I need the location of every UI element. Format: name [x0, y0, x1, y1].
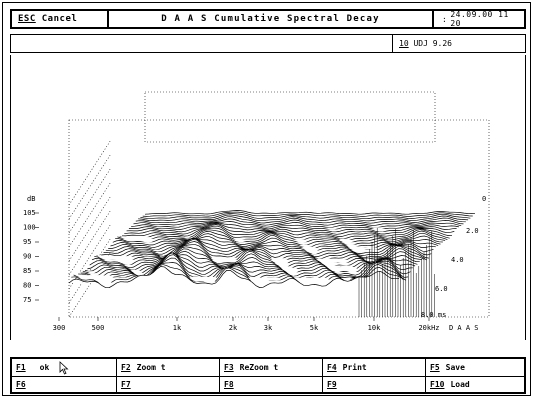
cancel-label: Cancel [41, 14, 78, 24]
y-tick-label: 80 [23, 282, 31, 290]
f4-print-button[interactable]: F4 Print [323, 359, 426, 377]
z-tick-label: 2.0 [466, 227, 479, 235]
depth-gridline [68, 139, 112, 206]
brand-label: D A A S [449, 324, 479, 332]
y-tick-label: 90 [23, 253, 31, 261]
info-bar: 10 UDJ 9.26 [10, 34, 526, 53]
depth-gridline [68, 251, 112, 318]
x-tick-label: 500 [92, 324, 105, 332]
x-tick-label: 2k [229, 324, 238, 332]
z-tick-label: 0 [482, 195, 486, 203]
f7-key: F7 [121, 380, 131, 389]
cancel-button[interactable]: ESC Cancel [12, 11, 109, 27]
y-tick-label: 105 [23, 209, 36, 217]
f2-key: F2 [121, 363, 131, 372]
waterfall-plot: dB 105 100 95 90 85 80 75 300 500 1k 2k 3k 5k 10k 20kHz… [23, 91, 490, 332]
f10-key: F10 [430, 380, 445, 389]
plot-frame [68, 119, 490, 318]
depth-gridline [68, 167, 112, 234]
x-tick-label: 3k [264, 324, 273, 332]
x-tick-label: 20kHz [418, 324, 439, 332]
x-tick-label: 1k [173, 324, 182, 332]
depth-gridline [68, 153, 112, 220]
info-key: 10 [399, 39, 409, 48]
f6-key: F6 [16, 380, 26, 389]
x-tick-label: 300 [53, 324, 66, 332]
z-tick-label: 6.0 [435, 285, 448, 293]
f3-key: F3 [224, 363, 234, 372]
f6-button[interactable]: F6 [12, 377, 117, 392]
info-value: UDJ 9.26 [413, 39, 452, 48]
mouse-pointer-icon [59, 360, 69, 375]
calendar-icon: : [442, 14, 448, 24]
decay-trace [115, 231, 446, 244]
info-value-cell: 10 UDJ 9.26 [392, 35, 522, 52]
y-tick-label: 85 [23, 267, 31, 275]
f10-load-button[interactable]: F10 Load [426, 377, 524, 392]
y-tick-label: 95 [23, 238, 31, 246]
depth-gridline [68, 181, 112, 248]
f5-save-button[interactable]: F5 Save [426, 359, 524, 377]
f3-label: ReZoom t [239, 363, 279, 372]
plot-area: dB 105 100 95 90 85 80 75 300 500 1k 2k 3k 5k 10k 20kHz… [10, 55, 526, 340]
back-frame [144, 91, 436, 143]
x-tick-label: 10k [368, 324, 381, 332]
x-tick-label: 5k [310, 324, 319, 332]
y-tick-label: 75 [23, 296, 31, 304]
depth-gridline [68, 209, 112, 276]
f4-key: F4 [327, 363, 337, 372]
decay-trace [135, 216, 466, 224]
f2-zoom-button[interactable]: F2 Zoom t [117, 359, 220, 377]
decay-trace [144, 210, 476, 215]
esc-key-label: ESC [18, 14, 36, 24]
depth-gridline [68, 237, 112, 304]
f8-button[interactable]: F8 [220, 377, 323, 392]
application-window [2, 2, 531, 396]
f1-key: F1 [16, 363, 26, 372]
f9-button[interactable]: F9 [323, 377, 426, 392]
y-unit-label: dB [27, 195, 35, 203]
function-key-bar: F1 ok F2 Zoom t F3 ReZoom t F4 Print F5 … [10, 357, 526, 394]
title-bar: ESC Cancel D A A S Cumulative Spectral D… [10, 9, 526, 29]
f5-label: Save [445, 363, 465, 372]
f8-key: F8 [224, 380, 234, 389]
y-tick-label: 100 [23, 224, 36, 232]
f1-label: ok [39, 363, 50, 372]
datetime-text: 24.09.00 11 20 [450, 10, 509, 28]
f3-rezoom-button[interactable]: F3 ReZoom t [220, 359, 323, 377]
z-tick-label: 4.0 [451, 256, 464, 264]
decay-trace [68, 266, 400, 289]
f1-ok-button[interactable]: F1 ok [12, 359, 117, 377]
z-tick-label: 8.0 ms [421, 311, 446, 319]
info-field[interactable] [11, 35, 391, 52]
f4-label: Print [342, 363, 367, 372]
f2-label: Zoom t [136, 363, 166, 372]
depth-gridline [68, 195, 112, 262]
depth-gridline [68, 223, 112, 290]
decay-trace [117, 229, 448, 242]
f9-key: F9 [327, 380, 337, 389]
window-title: D A A S Cumulative Spectral Decay [109, 11, 434, 27]
f7-button[interactable]: F7 [117, 377, 220, 392]
f5-key: F5 [430, 363, 440, 372]
decay-trace [138, 214, 469, 222]
datetime-display: : 24.09.00 11 20 [434, 10, 524, 28]
f10-label: Load [450, 380, 470, 389]
